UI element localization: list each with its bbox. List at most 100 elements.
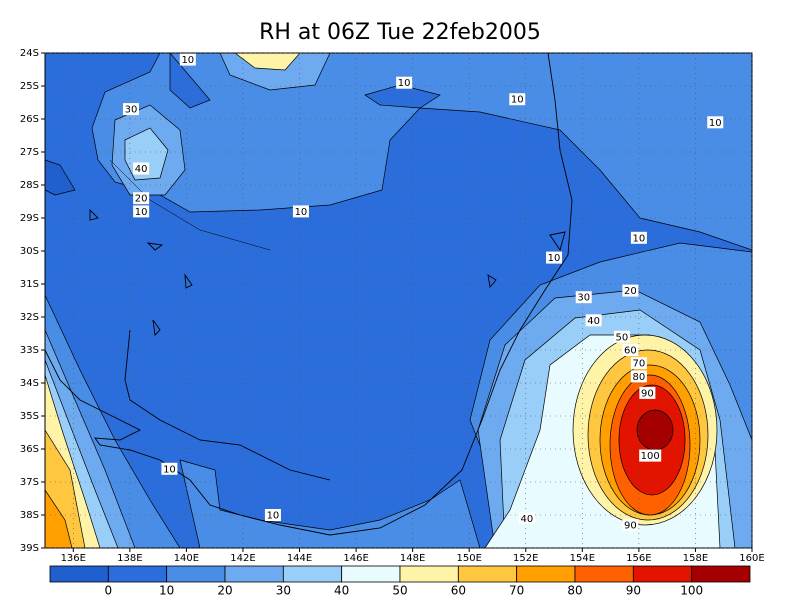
x-tick-label: 144E: [287, 553, 312, 564]
y-tick-label: 39S: [20, 543, 39, 554]
x-tick-label: 148E: [400, 553, 425, 564]
colorbar-box: [341, 565, 401, 583]
y-tick-label: 37S: [20, 477, 39, 488]
contour-label-bg: [707, 116, 724, 129]
contour-label: 40: [521, 514, 534, 525]
colorbar-label: 0: [105, 584, 113, 598]
contour-label-bg: [509, 93, 526, 106]
colorbar-label: 10: [159, 584, 174, 598]
contour-label-bg: [546, 251, 563, 264]
border-path: [124, 329, 331, 481]
contour-label: 80: [633, 372, 646, 383]
border-path: [109, 159, 271, 251]
contour-label-bg: [264, 509, 281, 521]
y-tick-label: 36S: [20, 444, 39, 455]
colorbar-box: [516, 565, 576, 583]
contour-label: 10: [398, 78, 411, 89]
contour-label: 10: [295, 207, 308, 218]
contour-label: 10: [181, 55, 194, 66]
contour-label: 10: [548, 253, 561, 264]
y-tick-label: 26S: [20, 114, 39, 125]
x-tick-label: 140E: [174, 553, 199, 564]
contour-label-bg: [639, 386, 656, 399]
contour-label: 30: [125, 105, 138, 116]
contour-label-bg: [622, 344, 639, 356]
colorbar-box: [457, 565, 518, 583]
colorbar-box: [574, 565, 634, 583]
coastline: [45, 53, 573, 536]
contour-label-bg: [133, 192, 150, 205]
y-tick-label: 30S: [20, 246, 39, 257]
contour-label: 10: [267, 511, 280, 522]
y-tick-label: 24S: [20, 48, 39, 59]
x-tick-label: 158E: [683, 553, 708, 564]
colorbar-label: 90: [626, 584, 641, 598]
colorbar-box: [49, 565, 109, 583]
colorbar-box: [282, 565, 343, 583]
contour-fill: [169, 53, 441, 109]
contour-label-bg: [292, 205, 309, 218]
colorbar-box: [166, 565, 226, 583]
colorbar-label: 50: [392, 584, 407, 598]
contour-label-bg: [585, 314, 602, 327]
contour-label: 90: [624, 520, 637, 531]
contour-label-bg: [630, 231, 647, 244]
y-tick-label: 25S: [20, 81, 39, 92]
y-tick-label: 29S: [20, 213, 39, 224]
x-tick-label: 156E: [626, 553, 651, 564]
y-tick-label: 35S: [20, 411, 39, 422]
y-tick-label: 32S: [20, 312, 39, 323]
rh-field: [45, 53, 752, 548]
colorbar-label: 100: [680, 584, 703, 598]
contour-label-bg: [630, 357, 647, 370]
y-tick-label: 31S: [20, 279, 39, 290]
island-path: [89, 208, 566, 336]
x-tick-label: 150E: [456, 553, 481, 564]
contour-fill: [179, 459, 481, 548]
contour-fill: [91, 53, 752, 251]
x-tick-label: 138E: [117, 553, 142, 564]
contour-label-bg: [518, 512, 535, 525]
x-tick-label: 136E: [61, 553, 86, 564]
colorbar-label: 80: [567, 584, 582, 598]
contour-label: 10: [163, 464, 176, 475]
contour-label: 100: [641, 451, 660, 462]
colorbar-label: 40: [334, 584, 349, 598]
coast-path: [45, 53, 573, 536]
contour-label: 60: [624, 346, 637, 357]
contour-label-bg: [122, 103, 139, 116]
contour-label: 40: [587, 316, 600, 327]
colorbar-box: [399, 565, 459, 583]
contour-label-bg: [630, 370, 647, 383]
contour-label: 50: [616, 332, 629, 343]
contour-label-bg: [133, 205, 150, 218]
colorbar-label: 30: [276, 584, 291, 598]
contour-label: 20: [624, 286, 637, 297]
contour-label: 70: [633, 359, 646, 370]
contour-label-bg: [622, 284, 639, 297]
contour-label: 10: [511, 95, 524, 106]
colorbar-box: [224, 565, 284, 583]
y-tick-label: 38S: [20, 510, 39, 521]
colorbar-box: [632, 565, 693, 583]
x-tick-label: 160E: [739, 553, 764, 564]
x-tick-label: 142E: [230, 553, 255, 564]
contour-label-bg: [179, 53, 196, 66]
contour-label-bg: [622, 518, 639, 531]
contour-label: 10: [709, 118, 722, 129]
y-tick-label: 34S: [20, 378, 39, 389]
contour-label-bg: [396, 76, 413, 89]
x-tick-label: 152E: [513, 553, 538, 564]
contour-fill: [45, 159, 76, 196]
contour-label: 20: [135, 194, 148, 205]
contour-label-bg: [613, 330, 630, 343]
y-tick-label: 33S: [20, 345, 39, 356]
contour-label: 40: [135, 164, 148, 175]
contour-label-bg: [639, 449, 662, 462]
contour-label-bg: [161, 462, 178, 475]
colorbar-label: 20: [217, 584, 232, 598]
x-tick-label: 154E: [570, 553, 595, 564]
plot-frame: [44, 52, 753, 549]
colorbar-box: [691, 565, 751, 583]
